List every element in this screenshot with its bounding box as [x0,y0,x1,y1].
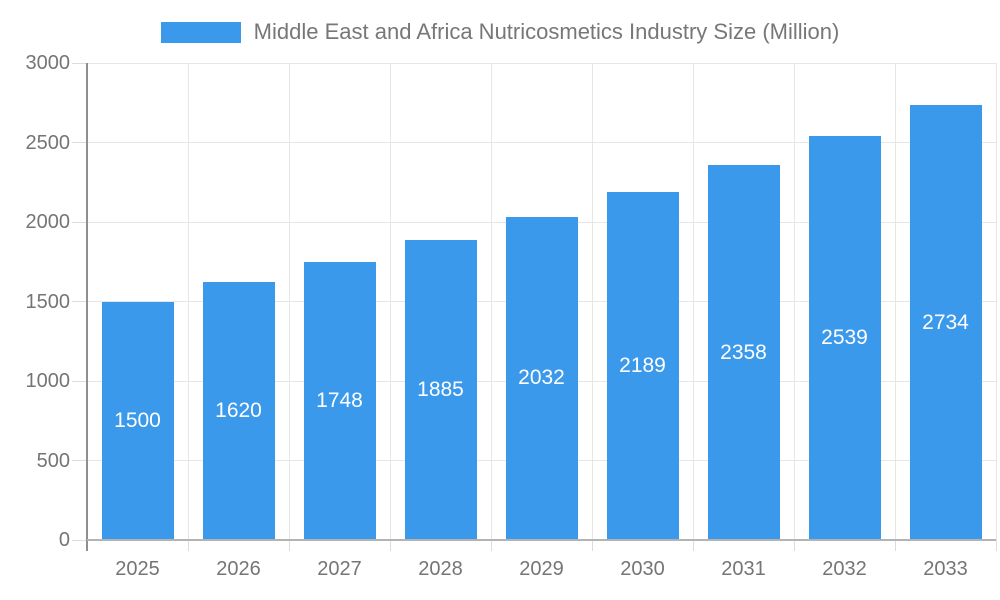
chart-title: Middle East and Africa Nutricosmetics In… [253,19,840,44]
legend-swatch-icon [160,21,241,43]
bar-value-label: 2032 [518,366,565,390]
x-axis-tick [288,540,290,551]
y-axis-tick [72,539,87,541]
x-axis-tick-label: 2028 [418,558,463,580]
x-axis-tick-label: 2031 [721,558,766,580]
x-axis-tick [692,540,694,551]
y-gridline [87,142,996,143]
x-axis-tick-label: 2026 [216,558,261,580]
x-axis-tick [793,540,795,551]
y-axis-tick-label: 2000 [25,211,71,233]
x-axis-tick-label: 2033 [923,558,968,580]
bar[interactable] [101,301,174,540]
x-axis-tick [187,540,189,551]
bar-value-label: 1748 [316,389,363,413]
x-axis-tick [389,540,391,551]
x-axis-tick [995,540,997,551]
x-gridline [187,63,189,540]
y-axis-line [86,63,88,551]
y-axis-tick-label: 1000 [25,370,71,392]
x-axis-tick-label: 2025 [115,558,160,580]
y-axis-tick [72,62,87,64]
bar[interactable] [505,216,578,540]
x-gridline [692,63,694,540]
y-axis-tick [72,142,87,143]
x-axis-tick [490,540,492,551]
y-axis-tick-label: 1500 [25,290,71,313]
bar[interactable] [404,240,477,540]
bar-value-label: 2189 [619,353,666,377]
chart-legend[interactable]: Middle East and Africa Nutricosmetics In… [0,18,1000,46]
bar-value-label: 2539 [821,326,868,350]
bar[interactable] [606,191,679,540]
x-gridline [288,63,290,540]
y-gridline [87,62,996,64]
x-gridline [591,63,593,540]
x-axis-tick [591,540,593,551]
y-axis-tick [72,380,87,382]
y-axis-tick-label: 3000 [25,52,71,74]
bar[interactable] [808,136,881,540]
x-gridline [490,63,492,540]
x-axis-tick [894,540,896,551]
bar-value-label: 1620 [215,399,262,423]
x-gridline [995,63,997,540]
x-axis-line [87,539,996,541]
bar[interactable] [202,282,275,540]
x-gridline [894,63,896,540]
x-axis-tick-label: 2030 [620,558,665,580]
bar-value-label: 1500 [114,408,161,432]
y-axis-tick [72,460,87,461]
x-gridline [389,63,391,540]
bar[interactable] [909,105,982,540]
x-axis-tick-label: 2027 [317,558,362,580]
y-axis-tick-label: 500 [36,449,70,472]
x-axis-tick-label: 2032 [822,558,867,580]
x-axis-tick-label: 2029 [519,558,564,580]
y-axis-tick [72,301,87,302]
bar-value-label: 1885 [417,378,464,402]
bar[interactable] [303,262,376,540]
y-axis-tick-label: 0 [58,529,70,551]
bar-value-label: 2734 [922,310,969,334]
bar-value-label: 2358 [720,340,767,364]
x-gridline [793,63,795,540]
bar[interactable] [707,165,780,540]
y-axis-tick [72,221,87,223]
y-axis-tick-label: 2500 [25,131,71,154]
